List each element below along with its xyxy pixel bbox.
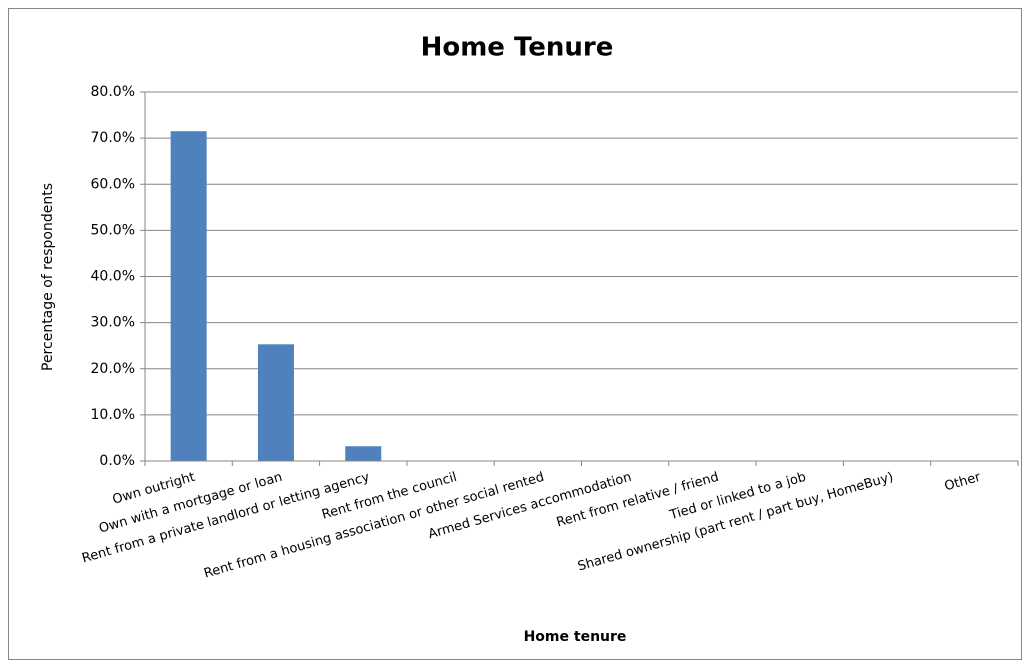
y-tick-label: 40.0% [91, 269, 135, 285]
y-tick-label: 50.0% [91, 222, 135, 238]
x-axis-title: Home tenure [524, 629, 627, 645]
chart-border [8, 8, 1022, 660]
y-axis-title: Percentage of respondents [40, 183, 56, 371]
y-tick-label: 20.0% [91, 361, 135, 377]
bar [257, 344, 294, 461]
chart-title: Home Tenure [421, 33, 614, 63]
bar [170, 131, 207, 462]
y-tick-label: 0.0% [99, 453, 135, 469]
bar [345, 446, 382, 461]
y-tick-label: 70.0% [91, 130, 135, 146]
y-tick-label: 10.0% [91, 407, 135, 423]
y-tick-label: 80.0% [91, 84, 135, 100]
y-tick-label: 30.0% [91, 315, 135, 331]
y-tick-label: 60.0% [91, 176, 135, 192]
